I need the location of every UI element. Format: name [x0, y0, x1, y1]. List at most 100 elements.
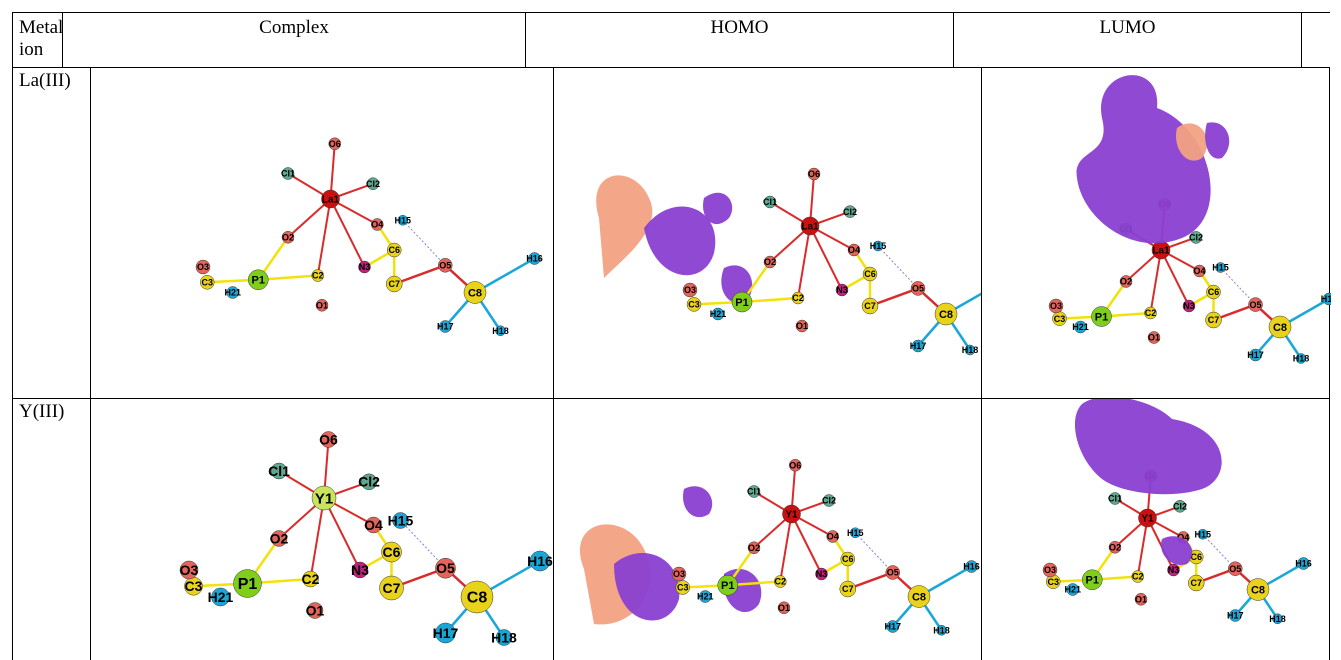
- atom-sphere: [1042, 562, 1058, 578]
- atom-label: C6: [1190, 552, 1202, 562]
- atom-label: H18: [491, 629, 517, 645]
- atom-label: P1: [721, 580, 734, 592]
- atom-sphere: [934, 302, 958, 326]
- bond: [869, 287, 919, 308]
- atom-sphere: [800, 216, 820, 236]
- atom-label: H17: [1247, 350, 1264, 360]
- atom-label: C3: [688, 300, 700, 310]
- atom-sphere: [1249, 348, 1262, 362]
- atom-sphere: [1248, 297, 1263, 312]
- atom-sphere: [311, 269, 324, 282]
- atom-sphere: [435, 557, 456, 579]
- atom-sphere: [528, 252, 541, 265]
- atom-sphere: [747, 541, 761, 554]
- atom-label: H18: [1293, 354, 1310, 364]
- atom-sphere: [358, 260, 371, 274]
- atom-label: C2: [774, 577, 786, 587]
- atom-label: C8: [1273, 322, 1287, 334]
- atom-sphere: [1272, 613, 1283, 624]
- atom-label: H18: [933, 625, 950, 635]
- atom-label: C6: [1208, 287, 1220, 297]
- atom-sphere: [671, 566, 687, 582]
- atom-sphere: [439, 320, 452, 333]
- atom-label: H21: [697, 592, 714, 602]
- atom-label: N3: [351, 562, 369, 578]
- atom-sphere: [1206, 284, 1221, 300]
- bond: [1146, 517, 1175, 571]
- atom-sphere: [1082, 569, 1103, 590]
- atom-sphere: [1091, 306, 1112, 327]
- atom-label: N3: [359, 262, 371, 272]
- atom-label: H15: [847, 528, 864, 538]
- atom-label: O1: [796, 321, 808, 331]
- atom-sphere: [711, 307, 725, 321]
- homo-orbital-image: O6Cl1Cl2O2O4N3C6C7O5C8P1O1C2C3O3H15H16H1…: [553, 68, 982, 398]
- atom-label: C6: [842, 554, 854, 564]
- atom-sphere: [885, 565, 900, 580]
- atom-sphere: [1173, 500, 1187, 513]
- header-lumo: LUMO: [953, 13, 1302, 67]
- atom-sphere: [886, 620, 899, 633]
- atom-sphere: [311, 485, 337, 511]
- atom-label: C3: [1054, 314, 1066, 324]
- molecule-y-lumo: O6Cl1Cl2O2O4N3C6C7O5C8P1O1C2C3O3H15H16H1…: [1042, 399, 1312, 624]
- atom-label: Cl1: [1108, 494, 1122, 504]
- atom-label: C8: [939, 309, 953, 321]
- atom-label: C7: [842, 584, 854, 594]
- header-homo: HOMO: [525, 13, 953, 67]
- atom-label: C7: [383, 580, 401, 596]
- atom-label: H15: [1194, 529, 1211, 539]
- atom-label: H21: [1072, 322, 1089, 332]
- atom-label: H15: [870, 241, 887, 251]
- atom-sphere: [1144, 306, 1157, 320]
- atom-sphere: [1322, 292, 1331, 306]
- atom-sphere: [731, 291, 753, 313]
- atom-sphere: [911, 339, 925, 353]
- atom-label: C3: [677, 583, 689, 593]
- atom-label: P1: [238, 576, 258, 593]
- atom-sphere: [1147, 331, 1161, 344]
- atom-label: O3: [1044, 565, 1056, 575]
- atom-label: Cl2: [822, 496, 836, 506]
- orbital-lobe: [703, 192, 733, 225]
- atom-sphere: [1229, 609, 1242, 622]
- bond: [797, 225, 811, 299]
- lumo-orbital-image: O6Cl1Cl2O2O4N3C6C7O5C8P1O1C2C3O3H15H16H1…: [981, 399, 1330, 660]
- complex-structure-image: O6 Cl1 Cl2 O2 O4 N3 C6 C7 O5 C8 P1 O1 C2 C3 O3 H15 H16 H1…: [90, 68, 553, 398]
- atom-label: O4: [371, 220, 383, 230]
- orbital-lobe: [683, 486, 713, 518]
- atom-label: O5: [436, 560, 455, 576]
- atom-sphere: [774, 575, 787, 588]
- atom-label: O5: [1229, 564, 1241, 574]
- atom-sphere: [1167, 563, 1180, 577]
- atom-label: Cl2: [1173, 501, 1187, 511]
- atom-sphere: [1189, 231, 1203, 244]
- atom-sphere: [1119, 275, 1133, 288]
- atom-sphere: [360, 473, 378, 491]
- atom-sphere: [1295, 353, 1307, 364]
- atom-sphere: [328, 137, 341, 150]
- atom-label: C8: [1251, 584, 1265, 596]
- atom-sphere: [686, 297, 702, 312]
- atom-sphere: [270, 530, 288, 547]
- atom-label: C2: [1145, 308, 1157, 318]
- atom-label: Y1: [315, 490, 333, 507]
- atom-label: O6: [319, 431, 338, 447]
- atom-sphere: [351, 561, 369, 579]
- atom-label: H15: [388, 512, 414, 528]
- atom-sphere: [495, 325, 506, 336]
- atom-sphere: [381, 541, 402, 563]
- bond: [309, 497, 325, 580]
- atom-sphere: [964, 344, 976, 356]
- orbital-lobe: [1176, 123, 1208, 161]
- molecule-y-homo: O6 Cl1 Cl2 O2 O4 N3 C6 C7 O5 C8 P1 O1 C2 C3 O3 H15 H16 H1…: [579, 459, 980, 636]
- atom-sphere: [763, 195, 777, 209]
- table-header-row: Metal ion Complex HOMO LUMO: [12, 12, 1330, 68]
- atom-sphere: [392, 512, 409, 529]
- atom-label: H17: [433, 625, 459, 641]
- atom-label: C2: [792, 293, 804, 303]
- molecule-la-homo: O6Cl1Cl2O2O4N3C6C7O5C8P1O1C2C3O3H15H16H1…: [596, 167, 982, 356]
- atom-label: O1: [316, 300, 328, 310]
- molecule-la-complex: O6 Cl1 Cl2 O2 O4 N3 C6 C7 O5 C8 P1 O1 C2 C3 O3 H15 H16 H1…: [195, 137, 543, 336]
